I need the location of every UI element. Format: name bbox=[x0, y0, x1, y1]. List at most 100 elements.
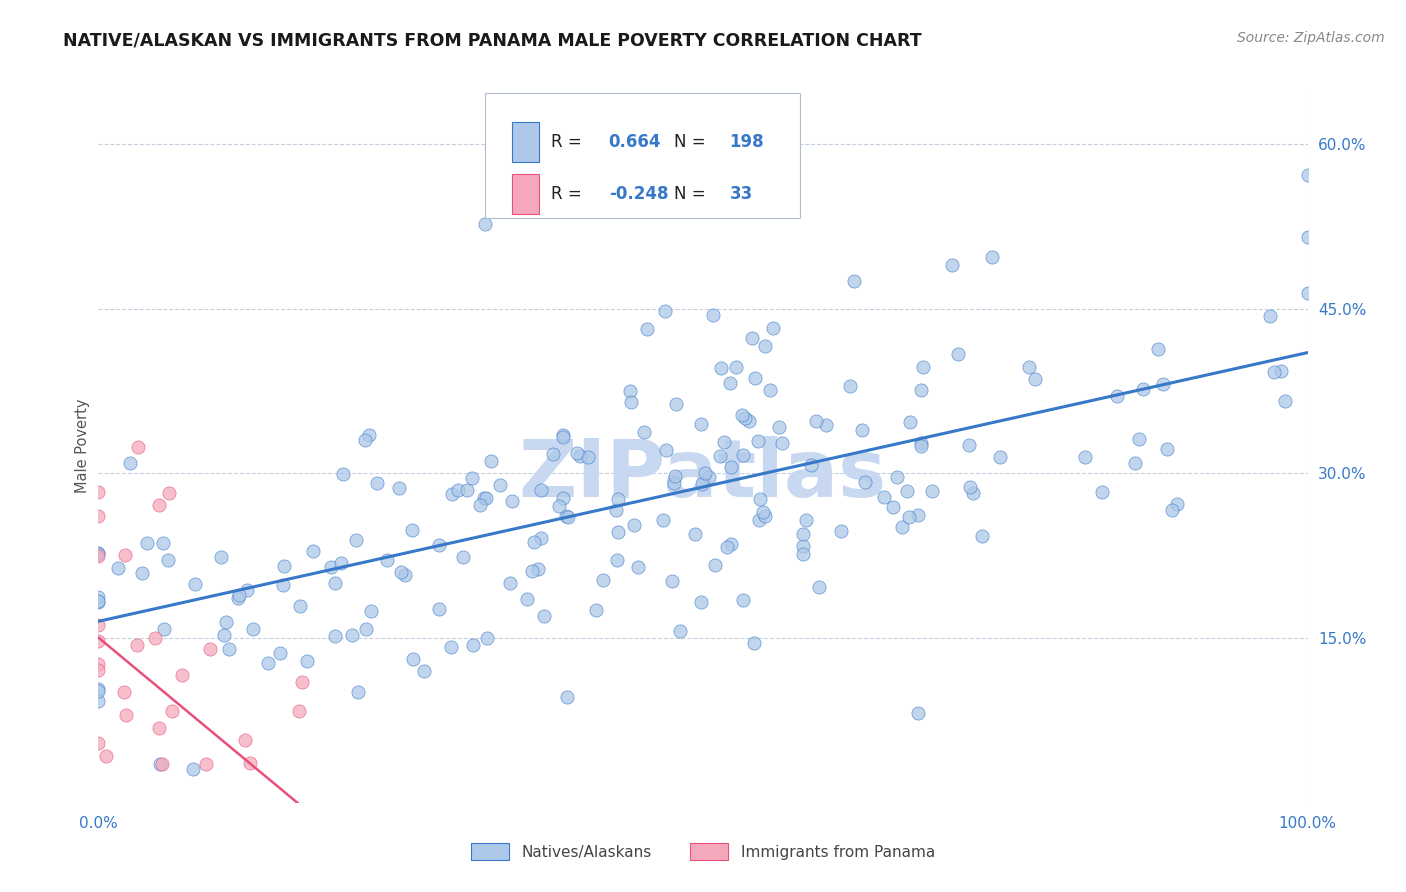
Point bbox=[592, 573, 614, 587]
Point bbox=[87, 633, 110, 648]
Point bbox=[287, 704, 309, 718]
Point bbox=[475, 632, 498, 646]
Point bbox=[731, 449, 754, 463]
FancyBboxPatch shape bbox=[512, 174, 538, 213]
Point bbox=[87, 681, 110, 696]
Point bbox=[356, 623, 378, 637]
Point bbox=[555, 509, 578, 524]
Point bbox=[716, 540, 738, 554]
Point bbox=[1123, 457, 1146, 471]
Point bbox=[288, 599, 311, 613]
Point bbox=[233, 732, 256, 747]
Point bbox=[567, 445, 589, 459]
Point bbox=[585, 603, 607, 617]
Point bbox=[342, 628, 364, 642]
Point bbox=[733, 593, 755, 607]
Point bbox=[792, 527, 814, 541]
Point bbox=[957, 438, 980, 452]
Point bbox=[402, 652, 425, 666]
Point bbox=[321, 560, 343, 574]
Point bbox=[152, 536, 174, 550]
Text: R =: R = bbox=[551, 133, 586, 151]
Point bbox=[762, 321, 785, 335]
Point bbox=[1258, 309, 1281, 323]
Point bbox=[332, 467, 354, 481]
Point bbox=[107, 561, 129, 575]
Point bbox=[87, 595, 110, 609]
Point bbox=[451, 550, 474, 565]
Point bbox=[838, 379, 860, 393]
Point bbox=[792, 539, 814, 553]
Point bbox=[401, 524, 423, 538]
FancyBboxPatch shape bbox=[512, 122, 538, 161]
Point bbox=[921, 484, 943, 499]
Point bbox=[114, 548, 136, 562]
Point bbox=[118, 456, 141, 470]
Point bbox=[606, 492, 628, 507]
Point bbox=[366, 476, 388, 491]
Text: 33: 33 bbox=[730, 185, 752, 202]
Point bbox=[891, 520, 914, 534]
Point bbox=[738, 414, 761, 428]
Point bbox=[768, 420, 790, 434]
Point bbox=[1263, 365, 1285, 379]
Point bbox=[295, 654, 318, 668]
Point bbox=[87, 485, 110, 500]
Point bbox=[184, 576, 207, 591]
Point bbox=[148, 498, 170, 512]
Point bbox=[447, 483, 470, 497]
Point bbox=[664, 469, 686, 483]
Point bbox=[160, 704, 183, 718]
Point bbox=[704, 558, 727, 572]
Point bbox=[941, 258, 963, 272]
Point bbox=[87, 546, 110, 560]
Point bbox=[689, 417, 711, 431]
Point bbox=[87, 693, 110, 707]
Point bbox=[748, 513, 770, 527]
Point bbox=[479, 454, 502, 468]
Point bbox=[770, 436, 793, 450]
Text: -0.248: -0.248 bbox=[609, 185, 668, 202]
Point bbox=[633, 425, 655, 439]
Point bbox=[702, 308, 724, 322]
Point bbox=[607, 525, 630, 540]
Point bbox=[131, 566, 153, 580]
Point bbox=[527, 562, 550, 576]
Point bbox=[652, 513, 675, 527]
Point bbox=[127, 441, 149, 455]
Point bbox=[87, 547, 110, 561]
Point bbox=[218, 641, 240, 656]
Point bbox=[87, 591, 110, 605]
Point bbox=[620, 394, 643, 409]
Point bbox=[198, 642, 221, 657]
Point bbox=[215, 615, 238, 630]
Point bbox=[898, 415, 921, 429]
Point bbox=[181, 763, 204, 777]
Point bbox=[553, 427, 575, 442]
Point bbox=[619, 384, 641, 398]
Point bbox=[156, 552, 179, 566]
Y-axis label: Male Poverty: Male Poverty bbox=[75, 399, 90, 493]
Text: N =: N = bbox=[673, 185, 711, 202]
Point bbox=[731, 408, 754, 422]
Point bbox=[910, 435, 932, 450]
Point bbox=[980, 250, 1002, 264]
Point bbox=[709, 449, 731, 463]
Point bbox=[896, 483, 918, 498]
Point bbox=[148, 721, 170, 735]
Point bbox=[1274, 394, 1296, 409]
FancyBboxPatch shape bbox=[485, 93, 800, 218]
Point bbox=[228, 588, 250, 602]
Point bbox=[758, 383, 780, 397]
Point bbox=[1024, 372, 1046, 386]
Point bbox=[851, 423, 873, 437]
Point bbox=[576, 450, 599, 464]
Point bbox=[194, 756, 217, 771]
Point bbox=[669, 624, 692, 638]
Text: R =: R = bbox=[551, 185, 586, 202]
Point bbox=[557, 509, 579, 524]
Point bbox=[1132, 382, 1154, 396]
Point bbox=[87, 549, 110, 563]
Point bbox=[754, 339, 776, 353]
Point bbox=[461, 471, 484, 485]
